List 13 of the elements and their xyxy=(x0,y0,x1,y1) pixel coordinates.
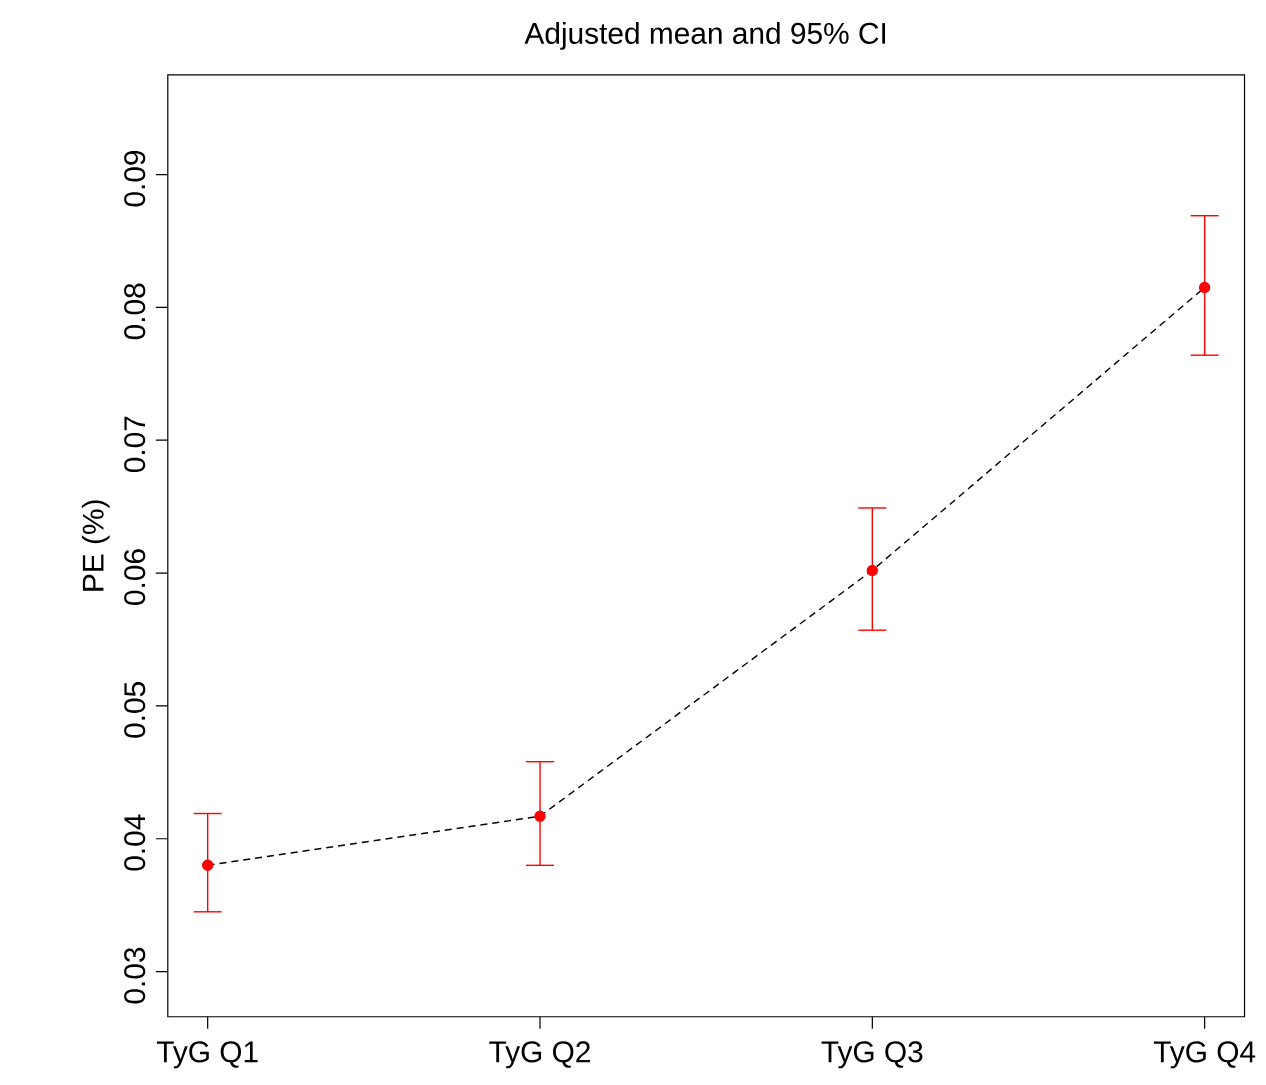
y-tick-label: 0.09 xyxy=(124,151,146,207)
y-axis-title: PE (%) xyxy=(81,500,110,591)
y-tick-label: 0.04 xyxy=(124,814,146,871)
y-tick-label: 0.08 xyxy=(124,283,146,340)
y-tick-label: 0.07 xyxy=(124,416,146,473)
x-tick-label: TyG Q4 xyxy=(1153,1041,1256,1069)
x-tick-label: TyG Q3 xyxy=(821,1041,923,1069)
y-tick-label: 0.03 xyxy=(124,948,146,1004)
chart-title: Adjusted mean and 95% CI xyxy=(524,22,886,51)
y-tick-label: 0.05 xyxy=(124,682,146,738)
y-tick-label: 0.06 xyxy=(124,549,146,606)
x-tick-label: TyG Q1 xyxy=(156,1041,258,1069)
x-tick-label: TyG Q2 xyxy=(489,1041,590,1069)
